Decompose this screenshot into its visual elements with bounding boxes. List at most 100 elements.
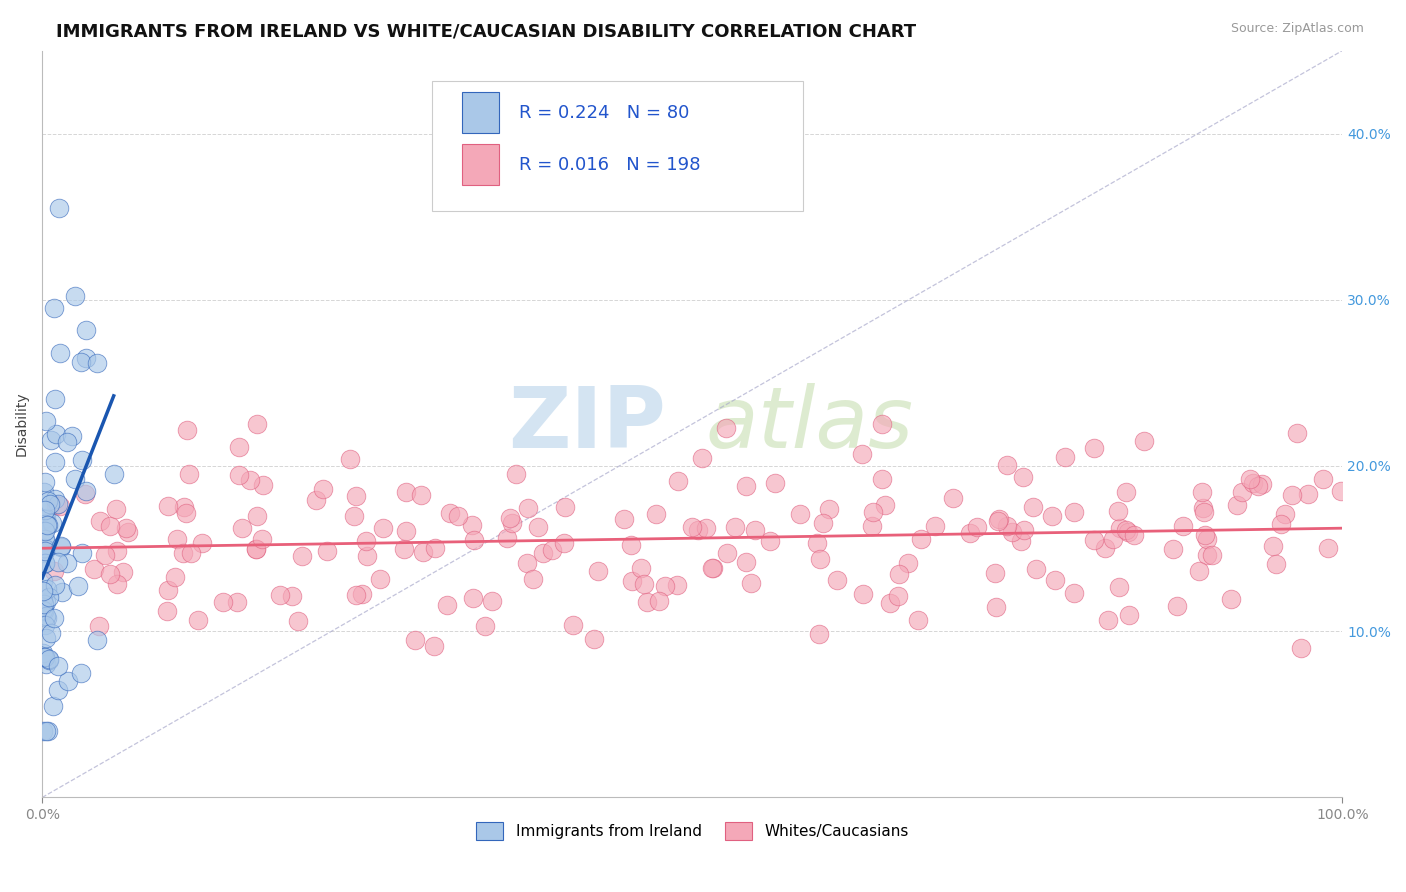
Point — [49, 345, 72, 359]
Point — [44, 578, 66, 592]
Point — [1133, 434, 1156, 448]
Point — [32, 512, 55, 526]
Point — [32, 597, 55, 611]
Point — [212, 595, 235, 609]
Point — [1330, 484, 1353, 499]
Point — [716, 546, 738, 560]
Point — [98, 566, 121, 581]
Text: R = 0.224   N = 80: R = 0.224 N = 80 — [519, 103, 690, 121]
Point — [156, 582, 179, 597]
Point — [37, 493, 59, 508]
Point — [49, 540, 72, 554]
Point — [245, 542, 267, 557]
Point — [103, 467, 125, 482]
Point — [45, 498, 67, 512]
Point — [1116, 524, 1139, 539]
Point — [34, 650, 56, 665]
Point — [404, 632, 426, 647]
Point — [818, 501, 841, 516]
Point — [1251, 476, 1274, 491]
Point — [533, 545, 555, 559]
Point — [1115, 484, 1137, 499]
Point — [446, 508, 468, 523]
Point — [55, 556, 77, 570]
Point — [887, 589, 910, 603]
Point — [114, 521, 136, 535]
Point — [35, 582, 58, 597]
Point — [35, 631, 58, 645]
Point — [1188, 564, 1211, 578]
Point — [517, 500, 540, 515]
FancyBboxPatch shape — [463, 144, 499, 186]
Point — [1191, 485, 1213, 500]
Point — [690, 451, 713, 466]
Point — [156, 604, 179, 618]
Point — [46, 682, 69, 697]
Point — [1083, 441, 1105, 455]
Point — [1219, 592, 1241, 607]
Point — [873, 498, 896, 512]
Point — [250, 533, 273, 547]
Point — [1274, 507, 1296, 521]
Point — [70, 355, 93, 369]
Point — [1166, 599, 1188, 613]
Point — [58, 674, 80, 689]
Point — [49, 539, 72, 553]
Point — [281, 590, 304, 604]
Point — [463, 533, 485, 547]
Point — [56, 435, 79, 450]
Point — [1043, 573, 1066, 587]
Point — [176, 423, 198, 437]
Point — [987, 514, 1010, 528]
Point — [496, 532, 519, 546]
Point — [354, 533, 377, 548]
Point — [648, 594, 671, 608]
Point — [1102, 532, 1125, 546]
Point — [75, 487, 97, 501]
Point — [1010, 533, 1032, 548]
Point — [34, 556, 56, 570]
Point — [1197, 548, 1219, 562]
Point — [702, 561, 724, 575]
Point — [75, 351, 97, 365]
Point — [1194, 528, 1216, 542]
Point — [860, 519, 883, 533]
Point — [75, 484, 97, 499]
Point — [808, 552, 831, 566]
Point — [1063, 505, 1085, 519]
Point — [226, 594, 249, 608]
Point — [1264, 557, 1286, 571]
Point — [32, 583, 55, 598]
Point — [32, 604, 55, 618]
Point — [180, 546, 202, 560]
Point — [986, 599, 1008, 614]
Point — [1122, 528, 1144, 542]
Point — [808, 627, 831, 641]
Point — [461, 591, 484, 606]
Point — [1108, 580, 1130, 594]
Point — [1201, 548, 1223, 562]
Point — [744, 524, 766, 538]
Point — [34, 475, 56, 489]
Text: Source: ZipAtlas.com: Source: ZipAtlas.com — [1230, 22, 1364, 36]
Point — [315, 544, 337, 558]
Point — [105, 544, 128, 558]
Point — [439, 506, 461, 520]
Point — [645, 508, 668, 522]
Point — [1247, 478, 1270, 492]
Point — [619, 538, 641, 552]
Point — [38, 652, 60, 666]
Point — [157, 500, 180, 514]
Point — [37, 724, 59, 739]
Point — [1161, 541, 1184, 556]
Point — [995, 518, 1018, 533]
Point — [1109, 521, 1132, 535]
Y-axis label: Disability: Disability — [15, 392, 30, 457]
Point — [527, 519, 550, 533]
Point — [37, 517, 59, 532]
Point — [343, 508, 366, 523]
Point — [872, 472, 894, 486]
Point — [177, 467, 200, 481]
Point — [246, 509, 269, 524]
Point — [373, 521, 395, 535]
